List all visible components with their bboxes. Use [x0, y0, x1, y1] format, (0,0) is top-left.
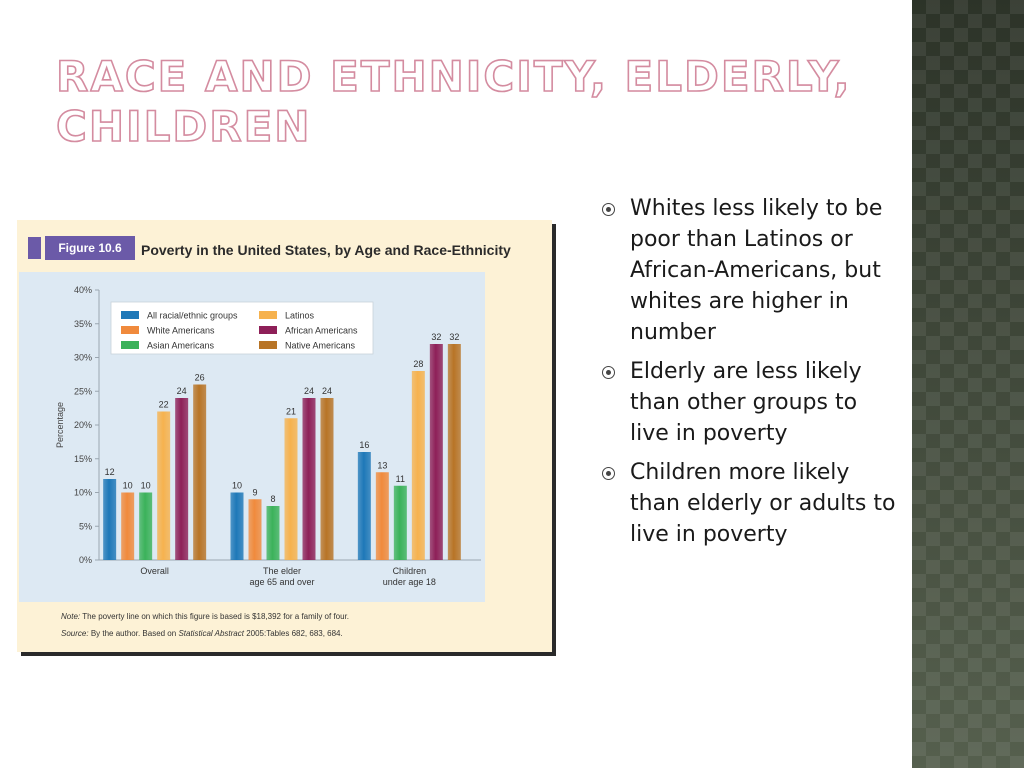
legend-entry-label: White Americans	[147, 326, 215, 336]
y-tick-label: 15%	[74, 454, 92, 464]
bar-value-label: 28	[413, 359, 423, 369]
y-tick-label: 10%	[74, 488, 92, 498]
bar	[411, 371, 425, 560]
bar-value-label: 22	[159, 400, 169, 410]
figure-source-pre: By the author. Based on	[90, 629, 177, 638]
bar	[393, 485, 407, 560]
bar	[429, 344, 443, 560]
y-tick-label: 35%	[74, 319, 92, 329]
bar-value-label: 9	[252, 487, 257, 497]
legend-entry-label: All racial/ethnic groups	[147, 311, 238, 321]
y-tick-label: 25%	[74, 386, 92, 396]
bar	[447, 344, 461, 560]
x-category-label: Overall	[140, 566, 169, 576]
figure-title: Poverty in the United States, by Age and…	[141, 242, 511, 258]
bar-value-label: 12	[105, 467, 115, 477]
chart-panel: 0% 5% 10% 15% 20% 25% 30% 35% 40% Percentage 12 10 1…	[19, 272, 485, 602]
bar	[284, 418, 298, 560]
x-category-label: The elder	[263, 566, 301, 576]
bar	[248, 499, 262, 560]
bullet-circle-icon	[602, 366, 615, 379]
y-tick-label: 20%	[74, 420, 92, 430]
bar	[175, 398, 189, 560]
figure-source: Source: By the author. Based on Statisti…	[61, 629, 541, 638]
legend-swatch	[121, 341, 139, 349]
legend-entry-label: African Americans	[285, 326, 358, 336]
bullet-item: Whites less likely to be poor than Latin…	[600, 193, 900, 348]
y-axis-label: Percentage	[55, 402, 65, 448]
bar-value-label: 24	[177, 386, 187, 396]
bar-value-label: 10	[232, 481, 242, 491]
bar-value-label: 32	[449, 332, 459, 342]
bar	[157, 411, 171, 560]
x-category-label: Children	[393, 566, 427, 576]
bar	[103, 479, 117, 560]
bullet-circle-icon	[602, 203, 615, 216]
bullet-text: Whites less likely to be poor than Latin…	[630, 196, 883, 345]
figure-badge-marker	[28, 237, 41, 259]
bar	[230, 492, 244, 560]
bullet-list: Whites less likely to be poor than Latin…	[600, 193, 900, 558]
bar-value-label: 24	[304, 386, 314, 396]
bar-value-label: 32	[431, 332, 441, 342]
legend-swatch	[259, 311, 277, 319]
bar-chart: 0% 5% 10% 15% 20% 25% 30% 35% 40% Percentage 12 10 1…	[55, 285, 481, 587]
bullet-circle-icon	[602, 467, 615, 480]
decorative-side-strip	[912, 0, 1024, 768]
y-tick-label: 5%	[79, 521, 92, 531]
legend-swatch	[121, 311, 139, 319]
bar-value-label: 21	[286, 406, 296, 416]
legend-entry-label: Asian Americans	[147, 341, 215, 351]
bar	[302, 398, 316, 560]
figure-source-label: Source:	[61, 629, 89, 638]
bullet-text: Elderly are less likely than other group…	[630, 359, 862, 446]
bar-value-label: 10	[123, 481, 133, 491]
figure-note-label: Note:	[61, 612, 81, 621]
bar	[193, 384, 207, 560]
bullet-item: Children more likely than elderly or adu…	[600, 457, 900, 550]
legend-swatch	[259, 341, 277, 349]
figure-label: Figure 10.6	[45, 236, 135, 260]
y-tick-label: 0%	[79, 555, 92, 565]
bar	[357, 452, 371, 560]
figure-note-text: The poverty line on which this figure is…	[82, 612, 350, 621]
figure-source-italic: Statistical Abstract	[178, 629, 244, 638]
figure-card: Figure 10.6 Poverty in the United States…	[17, 220, 552, 652]
bar	[139, 492, 153, 560]
bar-value-label: 13	[377, 460, 387, 470]
bar-value-label: 24	[322, 386, 332, 396]
figure-note: Note: The poverty line on which this fig…	[61, 612, 541, 621]
bar-value-label: 26	[195, 373, 205, 383]
legend-box	[110, 301, 374, 355]
figure-source-post: 2005:Tables 682, 683, 684.	[246, 629, 343, 638]
bullet-item: Elderly are less likely than other group…	[600, 356, 900, 449]
x-category-label: under age 18	[383, 577, 436, 587]
slide-title: Race and Ethnicity, Elderly, Children	[55, 51, 852, 152]
legend-swatch	[121, 326, 139, 334]
y-tick-label: 30%	[74, 353, 92, 363]
bar	[320, 398, 334, 560]
legend-swatch	[259, 326, 277, 334]
bar-value-label: 8	[270, 494, 275, 504]
bar	[375, 472, 389, 560]
bar-value-label: 10	[141, 481, 151, 491]
bullet-text: Children more likely than elderly or adu…	[630, 460, 896, 547]
bar	[266, 506, 280, 560]
y-tick-label: 40%	[74, 285, 92, 295]
bar	[121, 492, 135, 560]
bar-value-label: 11	[396, 474, 405, 484]
x-category-label: age 65 and over	[249, 577, 314, 587]
legend-entry-label: Latinos	[285, 311, 315, 321]
legend-entry-label: Native Americans	[285, 341, 356, 351]
bar-value-label: 16	[359, 440, 369, 450]
